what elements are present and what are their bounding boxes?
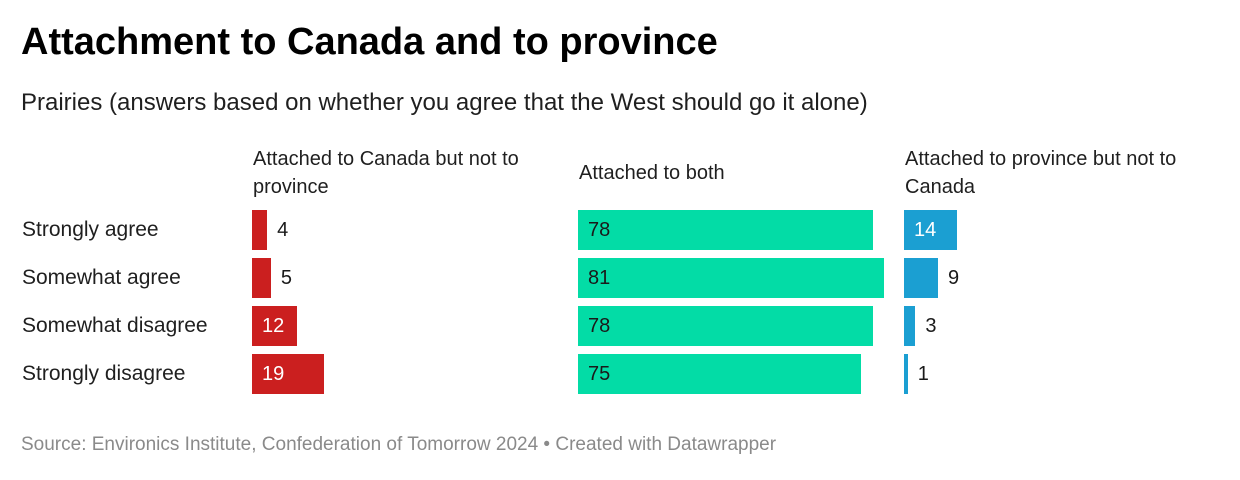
bar-both-strongly-agree: [578, 210, 873, 250]
bar-both-strongly-disagree: [578, 354, 862, 394]
value-label-canada-only-somewhat-agree: 5: [280, 267, 292, 289]
column-header-both: Attached to both: [579, 162, 725, 184]
bar-both-somewhat-disagree: [578, 306, 873, 346]
bar-province-only-strongly-agree: [904, 210, 957, 250]
value-label-province-only-somewhat-agree: 9: [948, 267, 960, 289]
value-label-both-somewhat-agree: 81: [588, 267, 611, 289]
value-label-province-only-somewhat-disagree: 3: [925, 315, 937, 337]
bar-both-somewhat-agree: [578, 258, 884, 298]
column-header-canada-only: Attached to Canada but not to province: [253, 148, 519, 198]
bar-canada-only-somewhat-disagree: [252, 306, 298, 346]
source-note: Source: Environics Institute, Confederat…: [21, 434, 777, 455]
bar-canada-only-strongly-agree: [252, 210, 268, 250]
value-label-province-only-strongly-disagree: 1: [917, 363, 929, 385]
value-label-province-only-strongly-agree: 14: [914, 219, 937, 241]
bar-province-only-somewhat-disagree: [904, 306, 916, 346]
value-label-both-strongly-agree: 78: [588, 219, 611, 241]
bar-province-only-somewhat-agree: [904, 258, 938, 298]
row-label-somewhat-agree: Somewhat agree: [22, 266, 181, 289]
bar-canada-only-somewhat-agree: [252, 258, 271, 298]
bar-province-only-strongly-disagree: [904, 354, 908, 394]
row-label-strongly-disagree: Strongly disagree: [22, 362, 186, 385]
column-header-province-only: Attached to province but not to Canada: [905, 148, 1177, 198]
row-label-strongly-agree: Strongly agree: [22, 218, 159, 241]
value-label-both-somewhat-disagree: 78: [588, 315, 611, 337]
value-label-canada-only-somewhat-disagree: 12: [262, 315, 285, 337]
bar-canada-only-strongly-disagree: [252, 354, 324, 394]
chart-subtitle: Prairies (answers based on whether you a…: [21, 89, 868, 116]
row-label-somewhat-disagree: Somewhat disagree: [22, 314, 208, 337]
value-label-canada-only-strongly-disagree: 19: [262, 363, 285, 385]
chart-title: Attachment to Canada and to province: [21, 21, 718, 63]
value-label-both-strongly-disagree: 75: [588, 363, 611, 385]
value-label-canada-only-strongly-agree: 4: [277, 219, 289, 241]
